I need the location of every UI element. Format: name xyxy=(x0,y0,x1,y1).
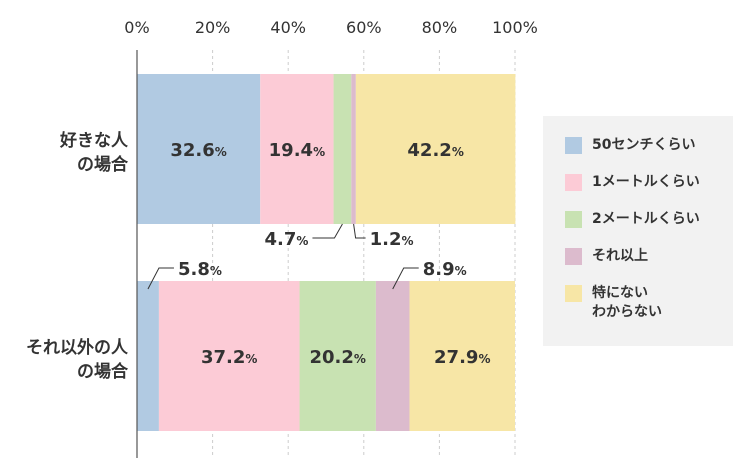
value-label: 4.7% xyxy=(265,229,309,250)
bar-segment xyxy=(351,74,356,224)
leader-line xyxy=(353,223,366,239)
legend-swatch xyxy=(565,211,582,228)
legend-swatch xyxy=(565,174,582,191)
legend-swatch xyxy=(565,248,582,265)
leader-line xyxy=(147,267,174,290)
tick-label: 80% xyxy=(422,18,458,37)
legend-label: 50センチくらい xyxy=(592,137,696,153)
bar-segment xyxy=(158,281,300,431)
leader-line xyxy=(392,267,419,290)
legend-item-50cm: 50センチくらい xyxy=(565,136,733,155)
legend-item-2m: 2メートルくらい xyxy=(565,210,733,229)
legend-label: 2メートルくらい xyxy=(592,211,700,227)
category-label: 好きな人 xyxy=(59,130,129,151)
value-label: 37.2% xyxy=(201,347,257,368)
legend-swatch xyxy=(565,285,582,302)
value-label: 8.9% xyxy=(423,259,467,280)
bar-segment xyxy=(299,281,376,431)
legend-item-1m: 1メートルくらい xyxy=(565,173,733,192)
tick-label: 100% xyxy=(492,18,538,37)
value-label: 20.2% xyxy=(309,347,365,368)
tick-label: 0% xyxy=(124,18,149,37)
bar-segment xyxy=(333,74,352,224)
value-label: 42.2% xyxy=(407,140,463,161)
value-label: 27.9% xyxy=(434,347,490,368)
legend-item-none: 特にない わからない xyxy=(565,284,733,322)
value-label: 32.6% xyxy=(170,140,226,161)
legend-label: 1メートルくらい xyxy=(592,174,700,190)
tick-label: 20% xyxy=(195,18,231,37)
bar-segment xyxy=(355,74,516,224)
legend-item-more: それ以上 xyxy=(565,247,733,266)
bar-segment xyxy=(260,74,334,224)
leader-line xyxy=(312,223,343,239)
category-label: の場合 xyxy=(77,154,129,175)
tick-label: 60% xyxy=(346,18,382,37)
bar-segment xyxy=(375,281,410,431)
legend: 50センチくらい 1メートルくらい 2メートルくらい それ以上 特にない わから… xyxy=(543,116,733,346)
bar-segment xyxy=(137,281,159,431)
legend-swatch xyxy=(565,137,582,154)
bar-segment xyxy=(137,74,261,224)
bar-segment xyxy=(409,281,515,431)
category-label: の場合 xyxy=(77,361,129,382)
tick-label: 40% xyxy=(270,18,306,37)
legend-label: 特にない わからない xyxy=(592,285,662,320)
value-label: 5.8% xyxy=(178,259,222,280)
legend-label: それ以上 xyxy=(592,248,648,264)
value-label: 1.2% xyxy=(370,229,414,250)
value-label: 19.4% xyxy=(269,140,325,161)
category-label: それ以外の人 xyxy=(26,337,129,358)
